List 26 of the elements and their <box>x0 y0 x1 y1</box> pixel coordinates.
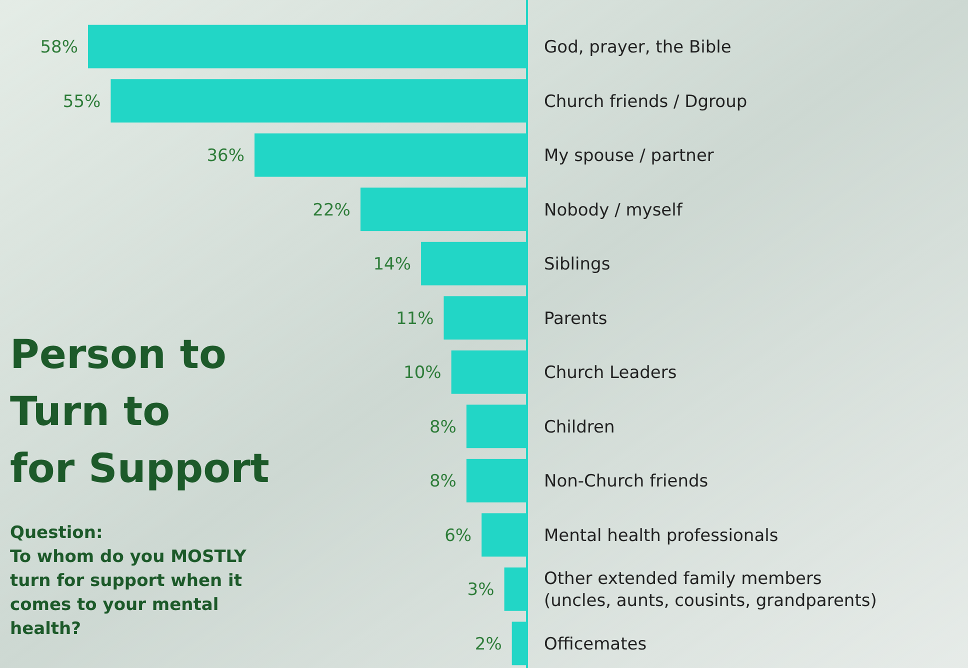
y-tick-label: My spouse / partner <box>544 146 714 166</box>
y-tick-label: Mental health professionals <box>544 526 778 546</box>
y-tick-label: Nobody / myself <box>544 200 684 220</box>
data-label: 55% <box>62 92 101 112</box>
data-label: 6% <box>444 526 472 546</box>
y-tick-label: Church Leaders <box>544 363 677 384</box>
data-label: 58% <box>40 38 78 58</box>
y-tick-label: Parents <box>544 308 608 329</box>
y-tick-label: God, prayer, the Bible <box>544 38 732 58</box>
data-label: 8% <box>429 417 456 438</box>
text: Question: To whom do you MOSTLY turn for support when it comes to your mental health? <box>10 523 247 639</box>
data-label: 10% <box>404 363 442 384</box>
y-tick-label: Church friends / Dgroup <box>544 92 748 112</box>
text: Person to Turn to for Support <box>10 332 270 492</box>
y-tick-label: Officemates <box>544 634 647 654</box>
y-tick-label: Children <box>544 417 615 438</box>
y-tick-label: Siblings <box>544 254 610 275</box>
y-tick-label: Other extended family members (uncles, aunts, cousints, grandparents) <box>544 569 877 612</box>
data-label: 14% <box>373 254 412 275</box>
y-tick-label: Non-Church friends <box>544 472 708 492</box>
data-label: 36% <box>206 146 245 166</box>
data-label: 3% <box>467 580 494 600</box>
data-label: 11% <box>396 308 434 329</box>
data-label: 2% <box>474 634 502 654</box>
data-label: 8% <box>429 472 456 492</box>
data-label: 22% <box>312 200 350 220</box>
